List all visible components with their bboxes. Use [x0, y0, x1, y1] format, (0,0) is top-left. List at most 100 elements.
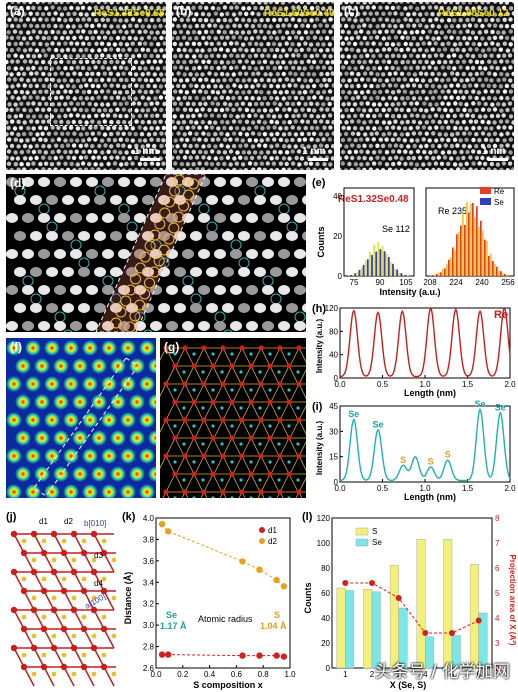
e-xtick-label: 208 — [423, 278, 437, 287]
atom-column — [6, 132, 9, 137]
atom-column — [69, 101, 74, 106]
atom-column — [137, 18, 142, 23]
atom-column — [250, 48, 255, 53]
atom-column — [369, 71, 374, 76]
panel-label-a: (a) — [10, 4, 25, 18]
atom-column — [306, 35, 311, 41]
atom-column — [178, 29, 184, 35]
re-atom — [90, 530, 98, 538]
atom-column — [502, 77, 507, 82]
atom-column — [18, 113, 24, 119]
atom-column — [225, 120, 230, 125]
atom-column — [178, 78, 184, 83]
k-legend-marker-d2 — [259, 538, 265, 544]
atom-column — [499, 24, 504, 29]
atom-column — [130, 161, 135, 166]
atom-column — [293, 108, 298, 113]
atom-column — [75, 138, 80, 143]
atom-column — [6, 96, 8, 101]
bond — [193, 365, 204, 385]
atom-column — [281, 48, 286, 53]
atom-column — [311, 83, 317, 89]
atom-column — [53, 108, 58, 113]
atom-column — [198, 89, 203, 94]
atom-column — [362, 108, 367, 113]
atom-column — [38, 17, 43, 22]
atom-column — [142, 53, 148, 59]
atom-column — [228, 126, 234, 131]
e-bar-se — [400, 273, 403, 276]
l-y2tick-label: 3 — [495, 639, 500, 648]
atom-column — [508, 137, 513, 142]
e-bar-re — [454, 250, 456, 276]
h-xtick-label: 0.5 — [377, 380, 389, 389]
atom-column — [152, 36, 158, 41]
atom-column — [216, 41, 221, 46]
structure-overlay-g: (g) — [160, 338, 306, 498]
atom-column — [56, 137, 62, 142]
atom-column — [38, 41, 43, 47]
atom-column — [115, 2, 121, 5]
atom-column — [394, 107, 399, 112]
atom-column — [492, 12, 497, 17]
atom-column — [41, 155, 46, 160]
atom-column — [470, 65, 476, 71]
atom-column — [9, 48, 15, 53]
re-atom — [191, 471, 197, 477]
atom-column — [7, 114, 12, 119]
atom-column — [231, 131, 237, 136]
atom-column — [477, 114, 483, 119]
atom-column — [49, 162, 55, 167]
atom-column — [240, 138, 245, 143]
atom-column — [213, 107, 218, 113]
atom-column — [263, 143, 268, 148]
atom-column — [253, 29, 258, 34]
atom-column — [259, 114, 264, 119]
atom-column — [195, 48, 200, 53]
se-site-marker — [70, 239, 82, 251]
atom-column — [127, 11, 132, 16]
atom-column — [172, 47, 174, 52]
atom-column — [284, 53, 289, 58]
atom-column — [417, 83, 423, 89]
atom-column — [41, 167, 46, 170]
atom-column — [194, 120, 199, 125]
atom-column — [230, 177, 242, 187]
atom-column — [396, 5, 401, 10]
atom-column — [230, 321, 242, 331]
atom-column — [328, 162, 333, 167]
bond — [194, 383, 205, 403]
atom-column — [6, 65, 12, 71]
band-marker — [139, 288, 151, 300]
atom-column — [219, 119, 225, 125]
bond — [241, 347, 252, 367]
atom-column — [492, 168, 498, 170]
atom-column — [349, 47, 355, 52]
atom-column — [182, 132, 187, 137]
highlighted-band — [95, 174, 207, 332]
atom-column — [312, 95, 317, 100]
atom-column — [375, 155, 380, 160]
se-atom — [211, 424, 215, 428]
k-point-d1 — [158, 651, 166, 658]
atom-column — [173, 138, 178, 143]
atom-column — [502, 41, 507, 46]
atom-column — [290, 149, 295, 154]
bond — [241, 419, 252, 439]
atom-column — [28, 47, 33, 52]
bond — [181, 491, 186, 498]
s-atom — [61, 614, 67, 620]
atom-column — [143, 89, 148, 95]
atom-column — [124, 77, 129, 83]
atom-column — [30, 231, 42, 241]
atom-column — [294, 2, 299, 4]
atom-column — [84, 36, 90, 41]
re-atom — [163, 417, 169, 423]
re-bond — [53, 533, 65, 554]
atom-column — [219, 2, 224, 5]
atom-column — [421, 89, 426, 94]
re-atom — [50, 606, 58, 614]
atom-column — [90, 83, 96, 89]
bond — [194, 455, 205, 475]
e-bar-re — [492, 261, 494, 276]
